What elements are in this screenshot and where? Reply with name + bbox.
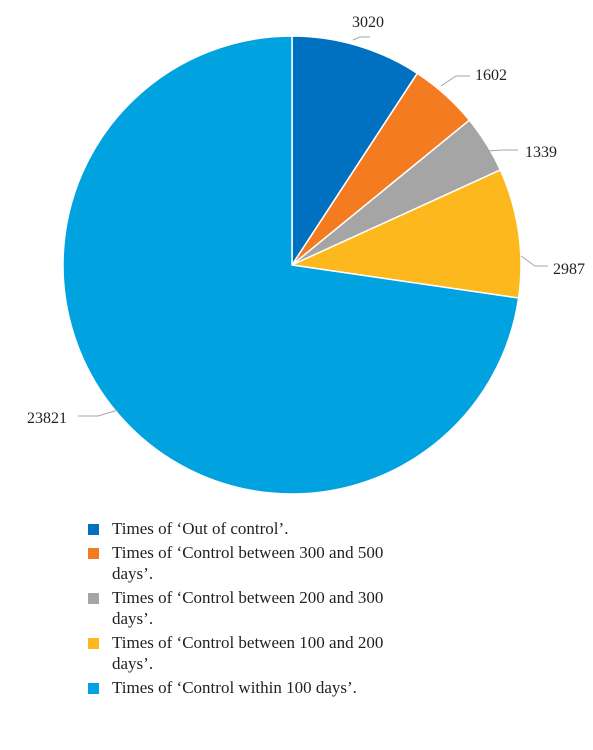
pie-chart: 3020 1602 1339 2987 23821 bbox=[27, 14, 585, 495]
leader-line-3 bbox=[485, 149, 518, 152]
legend-item-5: Times of ‘Control within 100 days’. bbox=[88, 677, 388, 698]
legend-label-3: Times of ‘Control between 200 and 300 da… bbox=[112, 588, 384, 628]
data-label-4: 2987 bbox=[553, 261, 585, 278]
legend-item-1: Times of ‘Out of control’. bbox=[88, 518, 388, 539]
data-label-3: 1339 bbox=[525, 144, 557, 161]
legend-swatch-1 bbox=[88, 524, 99, 535]
data-label-2: 1602 bbox=[475, 67, 507, 84]
legend-swatch-2 bbox=[88, 548, 99, 559]
legend-item-2: Times of ‘Control between 300 and 500 da… bbox=[88, 542, 388, 584]
legend-item-4: Times of ‘Control between 100 and 200 da… bbox=[88, 632, 388, 674]
leader-line-5 bbox=[78, 409, 119, 417]
legend-swatch-3 bbox=[88, 593, 99, 604]
legend: Times of ‘Out of control’. Times of ‘Cont… bbox=[88, 518, 388, 701]
pie-slice-5 bbox=[62, 35, 520, 495]
legend-item-3: Times of ‘Control between 200 and 300 da… bbox=[88, 587, 388, 629]
data-label-1: 3020 bbox=[352, 14, 384, 31]
legend-label-2: Times of ‘Control between 300 and 500 da… bbox=[112, 543, 384, 583]
data-label-5: 23821 bbox=[27, 410, 67, 427]
legend-swatch-4 bbox=[88, 638, 99, 649]
leader-line-4 bbox=[520, 255, 548, 267]
legend-swatch-5 bbox=[88, 683, 99, 694]
pie-slice-1 bbox=[291, 35, 419, 268]
leader-line-1 bbox=[352, 36, 370, 41]
legend-label-5: Times of ‘Control within 100 days’. bbox=[112, 678, 357, 697]
legend-label-1: Times of ‘Out of control’. bbox=[112, 519, 289, 538]
legend-label-4: Times of ‘Control between 100 and 200 da… bbox=[112, 633, 384, 673]
leader-line-2 bbox=[440, 75, 470, 87]
leader-lines bbox=[78, 36, 548, 417]
pie-slice-4 bbox=[289, 168, 522, 299]
data-labels: 3020 1602 1339 2987 23821 bbox=[27, 14, 585, 427]
pie-slices bbox=[62, 35, 522, 495]
